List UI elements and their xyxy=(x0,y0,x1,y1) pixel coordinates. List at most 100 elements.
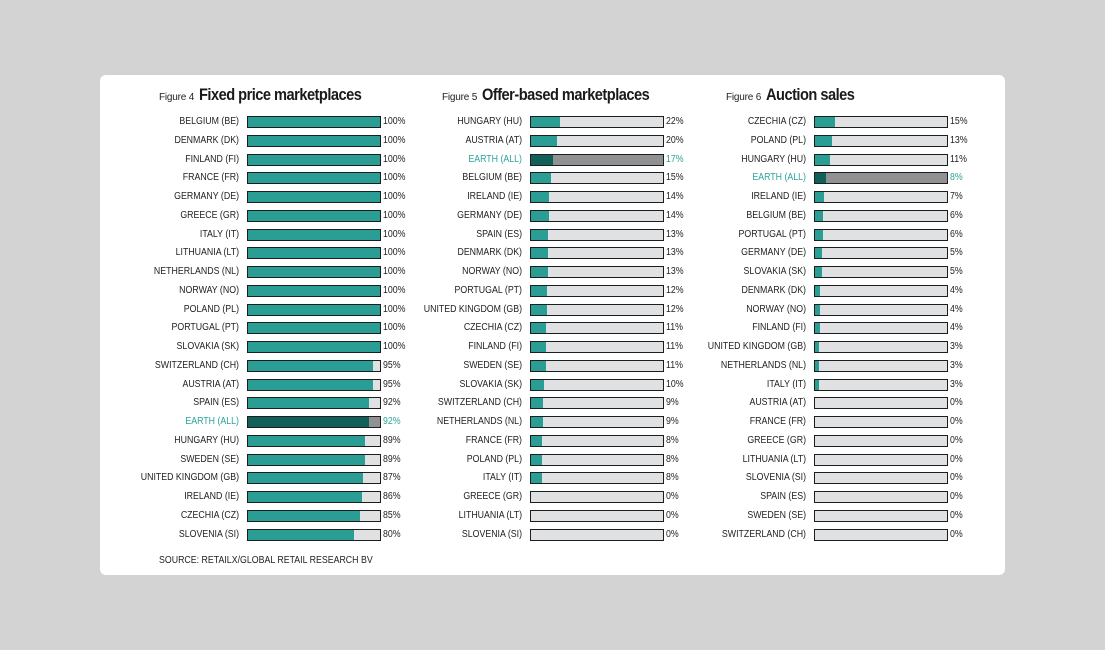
category-label: FRANCE (FR) xyxy=(749,416,806,427)
category-label: SLOVENIA (SI) xyxy=(178,528,239,540)
bar xyxy=(248,417,370,427)
figure-title: Auction sales xyxy=(765,85,855,104)
bar-row: PORTUGAL (PT) 100% xyxy=(159,321,439,340)
bar-row: HUNGARY (HU) 89% xyxy=(159,434,439,453)
report-card: Figure 4 Fixed price marketplaces BELGIU… xyxy=(100,75,1005,575)
bar-rows: BELGIUM (BE) 100% DENMARK (DK) 100% FINLAND … xyxy=(141,115,439,547)
value-label: 14% xyxy=(666,209,684,221)
bar xyxy=(531,229,549,240)
bar-row: GREECE (GR) 100% xyxy=(159,209,439,228)
bar xyxy=(248,492,362,502)
bar-track xyxy=(247,284,381,297)
value-label: 6% xyxy=(950,209,963,221)
bar-row: AUSTRIA (AT) 20% xyxy=(442,134,722,153)
value-label: 89% xyxy=(383,453,401,465)
bar-row: SWITZERLAND (CH) 9% xyxy=(438,396,722,415)
value-label: 10% xyxy=(666,378,684,390)
category-label: DENMARK (DK) xyxy=(741,284,806,296)
bar-row: SLOVAKIA (SK) 10% xyxy=(442,378,722,397)
bar xyxy=(531,173,551,184)
category-label: UNITED KINGDOM (GB) xyxy=(707,341,806,352)
category-label: BELGIUM (BE) xyxy=(179,116,239,127)
figure-label: Figure 5 xyxy=(442,92,478,103)
value-label: 95% xyxy=(383,359,401,371)
chart-fixed-price: Figure 4 Fixed price marketplaces BELGIU… xyxy=(141,85,439,547)
category-label: GREECE (GR) xyxy=(747,434,806,446)
bar-track xyxy=(530,134,664,147)
bar-row: DENMARK (DK) 4% xyxy=(726,284,1006,303)
category-label: ITALY (IT) xyxy=(199,228,239,240)
bar-track xyxy=(247,191,381,203)
category-label: CZECHIA (CZ) xyxy=(463,322,522,334)
bar xyxy=(248,398,370,409)
bar-track xyxy=(247,509,381,522)
category-label: SLOVENIA (SI) xyxy=(745,472,806,484)
bar-track xyxy=(814,378,948,391)
value-label: 92% xyxy=(383,416,401,427)
bar-track xyxy=(247,359,381,372)
bar xyxy=(531,192,550,202)
category-label: CZECHIA (CZ) xyxy=(180,509,239,521)
bar-row: GREECE (GR) 0% xyxy=(726,434,1006,453)
bar-row: FINLAND (FI) 100% xyxy=(159,153,439,172)
value-label: 0% xyxy=(950,528,963,540)
bar-row: NORWAY (NO) 100% xyxy=(159,284,439,303)
bar-track xyxy=(530,472,664,485)
bar xyxy=(531,117,561,127)
category-label: SWEDEN (SE) xyxy=(747,509,806,521)
category-label: SLOVENIA (SI) xyxy=(461,528,522,540)
value-label: 11% xyxy=(950,153,967,165)
category-label: SWITZERLAND (CH) xyxy=(721,528,806,540)
bar xyxy=(248,379,374,390)
bar-row: SLOVENIA (SI) 80% xyxy=(159,528,439,547)
bar-track xyxy=(530,247,664,260)
bar xyxy=(531,323,546,334)
value-label: 8% xyxy=(666,472,679,484)
bar-row: UNITED KINGDOM (GB) 3% xyxy=(708,340,1006,359)
category-label: AUSTRIA (AT) xyxy=(465,134,522,146)
bar-track xyxy=(247,134,381,147)
chart-title: Figure 4 Fixed price marketplaces xyxy=(159,85,439,107)
value-label: 15% xyxy=(666,172,684,184)
bar xyxy=(248,173,380,184)
chart-auction-sales: Figure 6 Auction sales CZECHIA (CZ) 15% PO… xyxy=(708,85,1006,546)
bar-track xyxy=(814,134,948,147)
bar-row: BELGIUM (BE) 15% xyxy=(442,171,722,190)
bar-row: NETHERLANDS (NL) 3% xyxy=(721,359,1006,378)
value-label: 100% xyxy=(383,266,406,277)
category-label: LITHUANIA (LT) xyxy=(742,453,806,465)
bar-track xyxy=(814,247,948,260)
bar xyxy=(815,248,822,259)
bar-track xyxy=(530,172,664,185)
value-label: 100% xyxy=(383,228,406,240)
bar-track xyxy=(530,284,664,297)
bar-row: BELGIUM (BE) 100% xyxy=(159,115,439,134)
category-label: AUSTRIA (AT) xyxy=(182,378,239,390)
bar-track xyxy=(530,228,664,241)
bar-track xyxy=(814,528,948,541)
bar xyxy=(531,360,546,371)
value-label: 0% xyxy=(950,472,963,484)
bar-row: HUNGARY (HU) 11% xyxy=(726,153,1006,172)
bar-row: HUNGARY (HU) 22% xyxy=(442,115,722,134)
bar-row: FRANCE (FR) 0% xyxy=(726,415,1006,434)
bar xyxy=(531,417,543,427)
bar-row: NORWAY (NO) 4% xyxy=(726,303,1006,322)
category-label: ITALY (IT) xyxy=(482,472,522,484)
bar-row: POLAND (PL) 13% xyxy=(726,134,1006,153)
value-label: 9% xyxy=(666,397,679,409)
bar-track xyxy=(247,228,381,241)
bar-track xyxy=(530,191,664,203)
bar xyxy=(815,304,821,315)
bar xyxy=(248,210,380,221)
bar-row: GERMANY (DE) 100% xyxy=(159,190,439,209)
bar-row: SPAIN (ES) 92% xyxy=(159,396,439,415)
bar xyxy=(531,248,549,259)
value-label: 100% xyxy=(383,341,406,352)
value-label: 6% xyxy=(950,228,963,240)
bar-row: UNITED KINGDOM (GB) 12% xyxy=(424,303,722,322)
bar-track xyxy=(247,247,381,260)
bar-row: SWEDEN (SE) 0% xyxy=(726,509,1006,528)
category-label: GERMANY (DE) xyxy=(174,191,239,202)
bar-track xyxy=(814,303,948,316)
